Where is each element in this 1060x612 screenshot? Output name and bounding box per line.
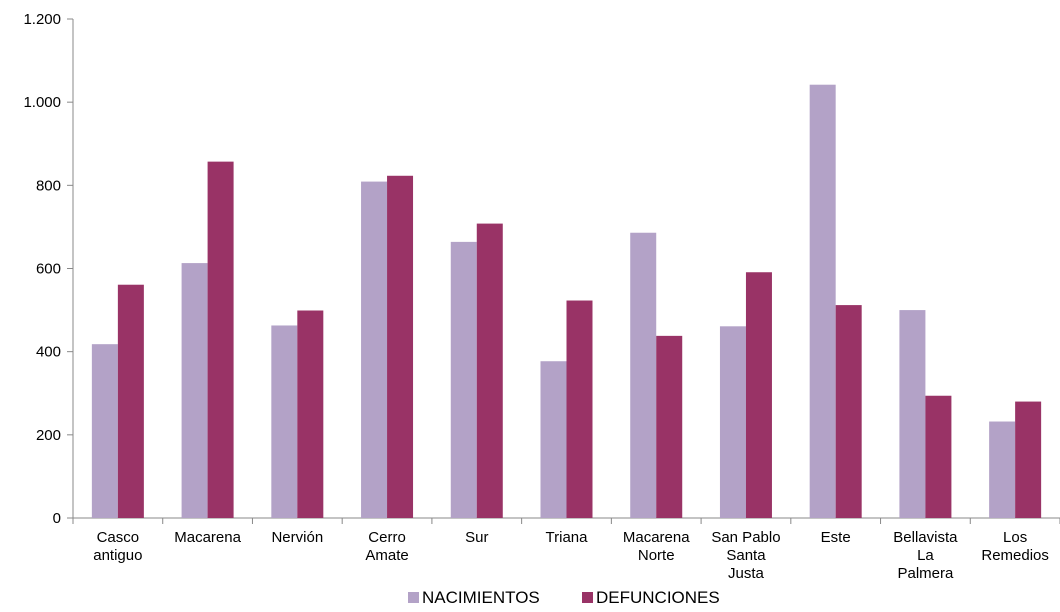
bar-defunciones <box>656 335 683 518</box>
y-tick-label: 800 <box>36 177 61 194</box>
category-label-line: Amate <box>365 547 408 564</box>
bar-nacimientos <box>989 421 1016 518</box>
category-label: Nervión <box>271 529 323 546</box>
legend-label: NACIMIENTOS <box>422 588 540 607</box>
bar-defunciones <box>1015 401 1042 518</box>
category-label-line: Casco <box>97 529 140 546</box>
legend-label: DEFUNCIONES <box>596 588 720 607</box>
bar-defunciones <box>835 305 862 518</box>
bar-defunciones <box>745 272 772 518</box>
bar-defunciones <box>925 395 952 518</box>
bar-defunciones <box>566 300 593 518</box>
y-tick-label: 1.000 <box>23 94 61 111</box>
bar-nacimientos <box>361 181 388 519</box>
bar-nacimientos <box>91 344 118 518</box>
axes: 0 200 400 600 800 1.000 1.200 <box>23 11 1060 527</box>
category-label: Bellavista La Palmera <box>893 529 958 582</box>
category-label-line: Palmera <box>897 565 954 582</box>
category-label-line: Bellavista <box>893 529 958 546</box>
category-label: San Pablo Santa Justa <box>711 529 780 582</box>
category-label: Sur <box>465 529 488 546</box>
bar-nacimientos <box>271 325 298 518</box>
legend-swatch <box>582 592 593 603</box>
category-label: Triana <box>546 529 589 546</box>
y-tick-label: 1.200 <box>23 11 61 28</box>
category-label: Macarena Norte <box>623 529 690 564</box>
category-label-line: Este <box>821 529 851 546</box>
bar-defunciones <box>387 175 414 518</box>
legend-swatch <box>408 592 419 603</box>
category-label-line: Santa <box>726 547 766 564</box>
category-label-line: Los <box>1003 529 1027 546</box>
bar-defunciones <box>297 310 324 518</box>
y-tick-label: 200 <box>36 427 61 444</box>
category-label-line: Cerro <box>368 529 406 546</box>
bar-nacimientos <box>540 361 567 518</box>
category-label: Este <box>821 529 851 546</box>
bars <box>91 84 1042 519</box>
category-label-line: Justa <box>728 565 765 582</box>
bar-nacimientos <box>899 310 926 518</box>
category-label-line: antiguo <box>93 547 142 564</box>
category-label-line: Macarena <box>174 529 241 546</box>
bar-nacimientos <box>809 84 836 519</box>
category-label: Los Remedios <box>981 529 1049 564</box>
bar-defunciones <box>117 284 144 518</box>
legend: NACIMIENTOS DEFUNCIONES <box>408 588 720 607</box>
category-label-line: Norte <box>638 547 675 564</box>
category-label-line: Sur <box>465 529 488 546</box>
category-label-line: Macarena <box>623 529 690 546</box>
category-label-line: Remedios <box>981 547 1049 564</box>
category-label: Cerro Amate <box>365 529 408 564</box>
category-label: Casco antiguo <box>93 529 142 564</box>
bar-defunciones <box>207 161 234 518</box>
category-label-line: La <box>917 547 934 564</box>
bar-nacimientos <box>719 326 746 518</box>
category-labels: Casco antiguo Macarena Nervión Cerro Amate Sur… <box>93 529 1049 582</box>
bar-nacimientos <box>181 263 208 518</box>
category-label-line: San Pablo <box>711 529 780 546</box>
y-tick-label: 400 <box>36 344 61 361</box>
y-tick-label: 600 <box>36 261 61 278</box>
category-label-line: Triana <box>546 529 589 546</box>
category-label: Macarena <box>174 529 241 546</box>
bar-defunciones <box>476 223 503 518</box>
bar-nacimientos <box>450 241 477 519</box>
category-label-line: Nervión <box>271 529 323 546</box>
y-tick-label: 0 <box>53 510 61 527</box>
bar-nacimientos <box>630 232 657 518</box>
